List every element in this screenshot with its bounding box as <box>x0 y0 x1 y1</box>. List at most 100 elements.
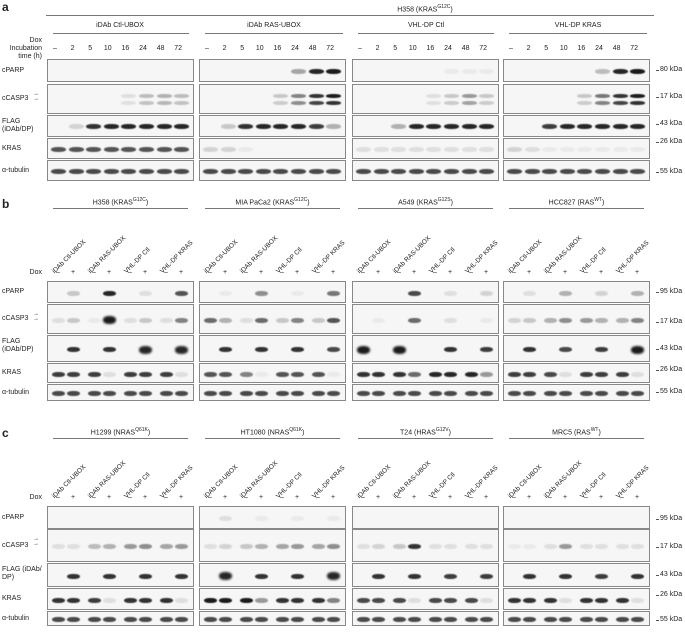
blot-panel <box>199 529 346 562</box>
blot-panel <box>199 363 346 383</box>
band <box>255 372 268 377</box>
band <box>203 147 218 152</box>
band <box>479 101 495 105</box>
band <box>86 169 102 174</box>
band <box>508 598 521 603</box>
panel-a-group-label: iDAb RAS-UBOX <box>247 22 301 29</box>
timepoint-label: 5 <box>88 45 93 52</box>
dox-state: + <box>562 269 568 276</box>
band <box>429 598 442 603</box>
kda-marker: 95 kDa <box>655 288 683 295</box>
band <box>67 544 80 549</box>
cell-line-title: HT1080 (NRASQ61K) <box>199 427 346 436</box>
band <box>156 94 172 98</box>
dox-state: – <box>433 494 437 501</box>
timepoint-label: 2 <box>526 45 531 52</box>
band <box>595 574 608 579</box>
dox-state: + <box>294 269 300 276</box>
blot-panel <box>47 115 194 137</box>
dox-state: + <box>634 269 640 276</box>
band <box>219 598 232 603</box>
band <box>479 94 495 98</box>
band <box>308 101 324 105</box>
band <box>160 318 173 323</box>
band <box>631 617 644 622</box>
blot-panel <box>352 304 499 334</box>
band <box>577 124 593 129</box>
dox-state: + <box>178 494 184 501</box>
band <box>631 598 644 603</box>
band <box>444 391 457 396</box>
band <box>273 124 289 129</box>
dox-state: – <box>620 269 624 276</box>
cell-line-title-part: HT1080 (NRAS <box>240 429 290 437</box>
band <box>174 169 190 174</box>
band <box>523 318 536 323</box>
band <box>408 391 421 396</box>
band <box>139 346 152 354</box>
band <box>429 391 442 396</box>
panel-b-label: b <box>2 197 10 211</box>
band <box>204 372 217 377</box>
band <box>175 598 188 603</box>
band <box>523 617 536 622</box>
cleavage-arrows: → → <box>33 311 39 322</box>
band <box>175 574 188 579</box>
band <box>595 617 608 622</box>
band <box>124 318 137 323</box>
band <box>444 291 457 296</box>
dox-state: – <box>397 269 401 276</box>
band <box>139 544 152 549</box>
band <box>240 617 253 622</box>
band <box>255 617 268 622</box>
row-label: KRAS <box>2 595 22 602</box>
blot-panel <box>47 59 194 82</box>
cell-line-title-part: Q61K <box>289 427 303 433</box>
band <box>577 94 593 98</box>
cell-line-title-part: G12C <box>294 197 308 203</box>
dox-state: + <box>483 494 489 501</box>
band <box>240 318 253 323</box>
cell-line-title-part: ) <box>448 429 451 437</box>
band <box>461 94 477 98</box>
dox-state: – <box>469 494 473 501</box>
band <box>595 598 608 603</box>
band <box>204 318 217 323</box>
band <box>67 617 80 622</box>
band <box>219 372 232 377</box>
blot-panel <box>199 506 346 529</box>
band <box>461 124 477 129</box>
row-label: KRAS <box>2 369 22 376</box>
band <box>595 147 610 152</box>
blot-panel <box>352 335 499 362</box>
band <box>408 124 424 129</box>
band <box>408 169 424 174</box>
panel-a-group-line <box>53 33 189 34</box>
panel-a-title-line <box>46 15 654 16</box>
band <box>103 574 116 579</box>
band <box>160 617 173 622</box>
blot-panel <box>199 384 346 401</box>
band <box>465 372 478 377</box>
dox-state: + <box>330 494 336 501</box>
band <box>631 574 644 579</box>
band <box>219 291 232 296</box>
band <box>393 544 406 549</box>
blot-panel <box>199 304 346 334</box>
band <box>357 598 370 603</box>
band <box>408 291 421 296</box>
band <box>291 372 304 377</box>
band <box>559 169 575 174</box>
band <box>372 574 385 579</box>
dox-state: + <box>70 269 76 276</box>
kda-marker: 80 kDa <box>655 66 683 73</box>
band <box>559 372 572 377</box>
band <box>580 598 593 603</box>
band <box>544 318 557 323</box>
kda-marker: 43 kDa <box>655 345 683 352</box>
band <box>480 372 493 377</box>
band <box>507 169 522 174</box>
band <box>631 291 644 296</box>
band <box>88 391 101 396</box>
band <box>156 124 172 129</box>
